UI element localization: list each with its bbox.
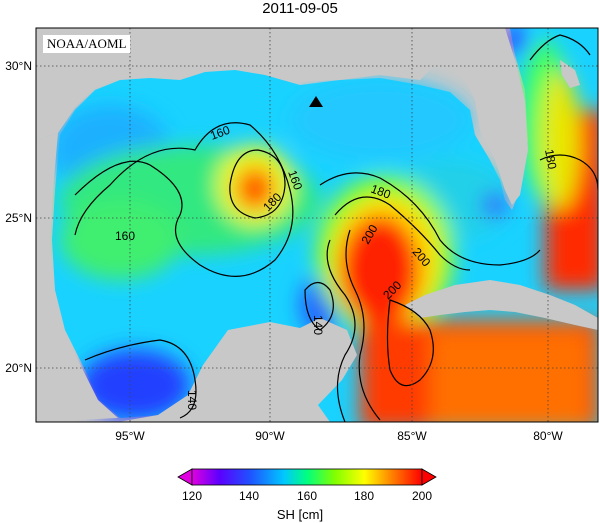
lat-tick: 20°N [5,361,32,375]
contour-180-loop [319,172,541,266]
contour-label: 180 [542,148,559,170]
contour-180-florida-strait [529,34,591,61]
lat-tick: 25°N [5,211,32,225]
colorbar-tick: 200 [412,489,432,503]
colorbar-label: SH [cm] [276,507,324,522]
source-badge: NOAA/AOML [43,35,131,53]
colorbar-tick: 160 [297,489,317,503]
contour-180-loop-south [345,229,381,421]
lon-tick: 90°W [255,429,285,443]
contour-160-west [74,122,294,277]
graticule [36,28,598,422]
west-coast-land [36,133,118,422]
field-blue-southwest [80,350,190,420]
field-cyan-north [290,80,470,160]
field-green-west [60,200,180,280]
contour-label: 140 [311,315,325,335]
contour-160-south [326,239,356,422]
contour-140-south [304,281,334,331]
yucatan-land [118,318,357,422]
bahamas-land [560,60,580,88]
contour-label: 160 [115,229,135,243]
longitude-ticks: 95°W 90°W 85°W 80°W [115,429,563,443]
florida-land [445,28,528,205]
lon-tick: 85°W [397,429,427,443]
contour-200-loop [334,196,471,271]
cuba-land [405,280,598,330]
map-title: 2011-09-05 [262,0,338,17]
colorbar: 120 140 160 180 200 [177,468,437,503]
contour-180-eddy [229,149,286,219]
contour-140-southwest [84,339,197,419]
lon-tick: 95°W [115,429,145,443]
field-blue-florida [483,193,507,217]
contour-180-east [539,154,598,191]
latitude-ticks: 30°N 25°N 20°N [5,59,32,375]
lon-tick: 80°W [533,429,563,443]
colorbar-right-arrow [421,468,437,486]
field-orange-caribbean [430,330,590,422]
buoy-triangle-icon [309,96,323,107]
contour-200-cuba [386,299,434,387]
field-red-loop [340,215,420,325]
contour-lines [74,34,598,422]
colorbar-tick: 140 [239,489,259,503]
field-red-eddy [243,176,267,204]
field-yellow-gulfstream [540,70,580,210]
contour-label: 160 [208,123,232,143]
contour-label: 140 [185,390,199,410]
lat-tick: 30°N [5,59,32,73]
colorbar-gradient [191,468,423,486]
map-frame [35,27,599,423]
colorbar-tick: 120 [182,489,202,503]
colorbar-left-arrow [177,468,193,486]
contour-label: 160 [285,168,305,192]
north-coast-land [36,28,445,140]
contour-label: 180 [369,182,393,202]
colorbar-tick: 180 [354,489,374,503]
